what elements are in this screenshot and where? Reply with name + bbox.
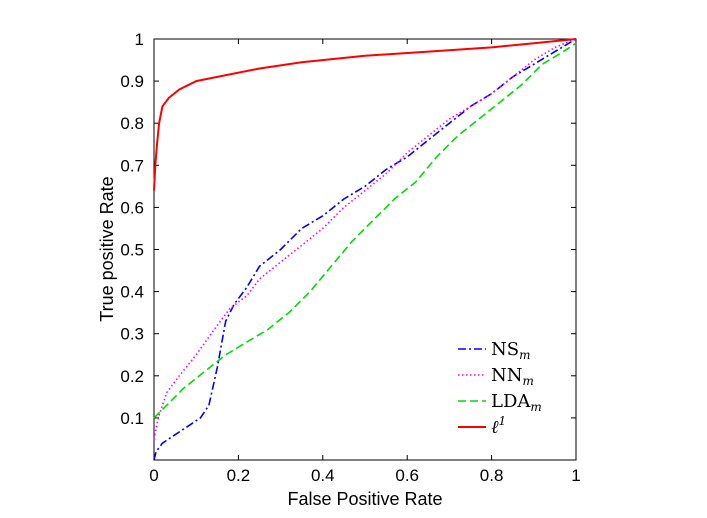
y-tick-label: 0.3 bbox=[120, 325, 144, 344]
y-tick-label: 0.6 bbox=[120, 198, 144, 217]
x-tick-label: 0.8 bbox=[480, 466, 504, 485]
series-line-2 bbox=[153, 42, 577, 419]
x-tick-label: 0.6 bbox=[395, 466, 419, 485]
legend-label-1: NNm bbox=[491, 365, 534, 388]
x-axis: 0 0.2 0.4 0.6 0.8 1 bbox=[149, 39, 581, 485]
y-tick-label: 0.1 bbox=[120, 409, 144, 428]
plot-area bbox=[153, 38, 577, 461]
y-tick-label: 0.4 bbox=[120, 283, 144, 302]
legend-label-3: ℓ1 bbox=[491, 414, 506, 438]
x-tick-label: 0.2 bbox=[227, 466, 251, 485]
y-tick-label: 0.5 bbox=[120, 241, 144, 260]
x-tick-label: 1 bbox=[571, 466, 580, 485]
legend-label-2: LDAm bbox=[491, 391, 542, 414]
x-tick-label: 0 bbox=[149, 466, 158, 485]
y-tick-label: 0.9 bbox=[120, 72, 144, 91]
series-layer bbox=[153, 38, 577, 461]
y-tick-label: 1 bbox=[135, 30, 144, 49]
y-tick-label: 0.2 bbox=[120, 367, 144, 386]
y-axis-label: True positive Rate bbox=[97, 176, 117, 321]
x-tick-label: 0.4 bbox=[311, 466, 335, 485]
x-axis-label: False Positive Rate bbox=[287, 489, 442, 509]
y-tick-label: 0.7 bbox=[120, 156, 144, 175]
series-line-3 bbox=[153, 38, 577, 191]
y-tick-label: 0.8 bbox=[120, 114, 144, 133]
y-axis: 0.1 0.2 0.3 0.4 0.5 0.6 0.7 0.8 0.9 1 bbox=[120, 30, 576, 428]
legend-label-0: NSm bbox=[491, 339, 530, 362]
